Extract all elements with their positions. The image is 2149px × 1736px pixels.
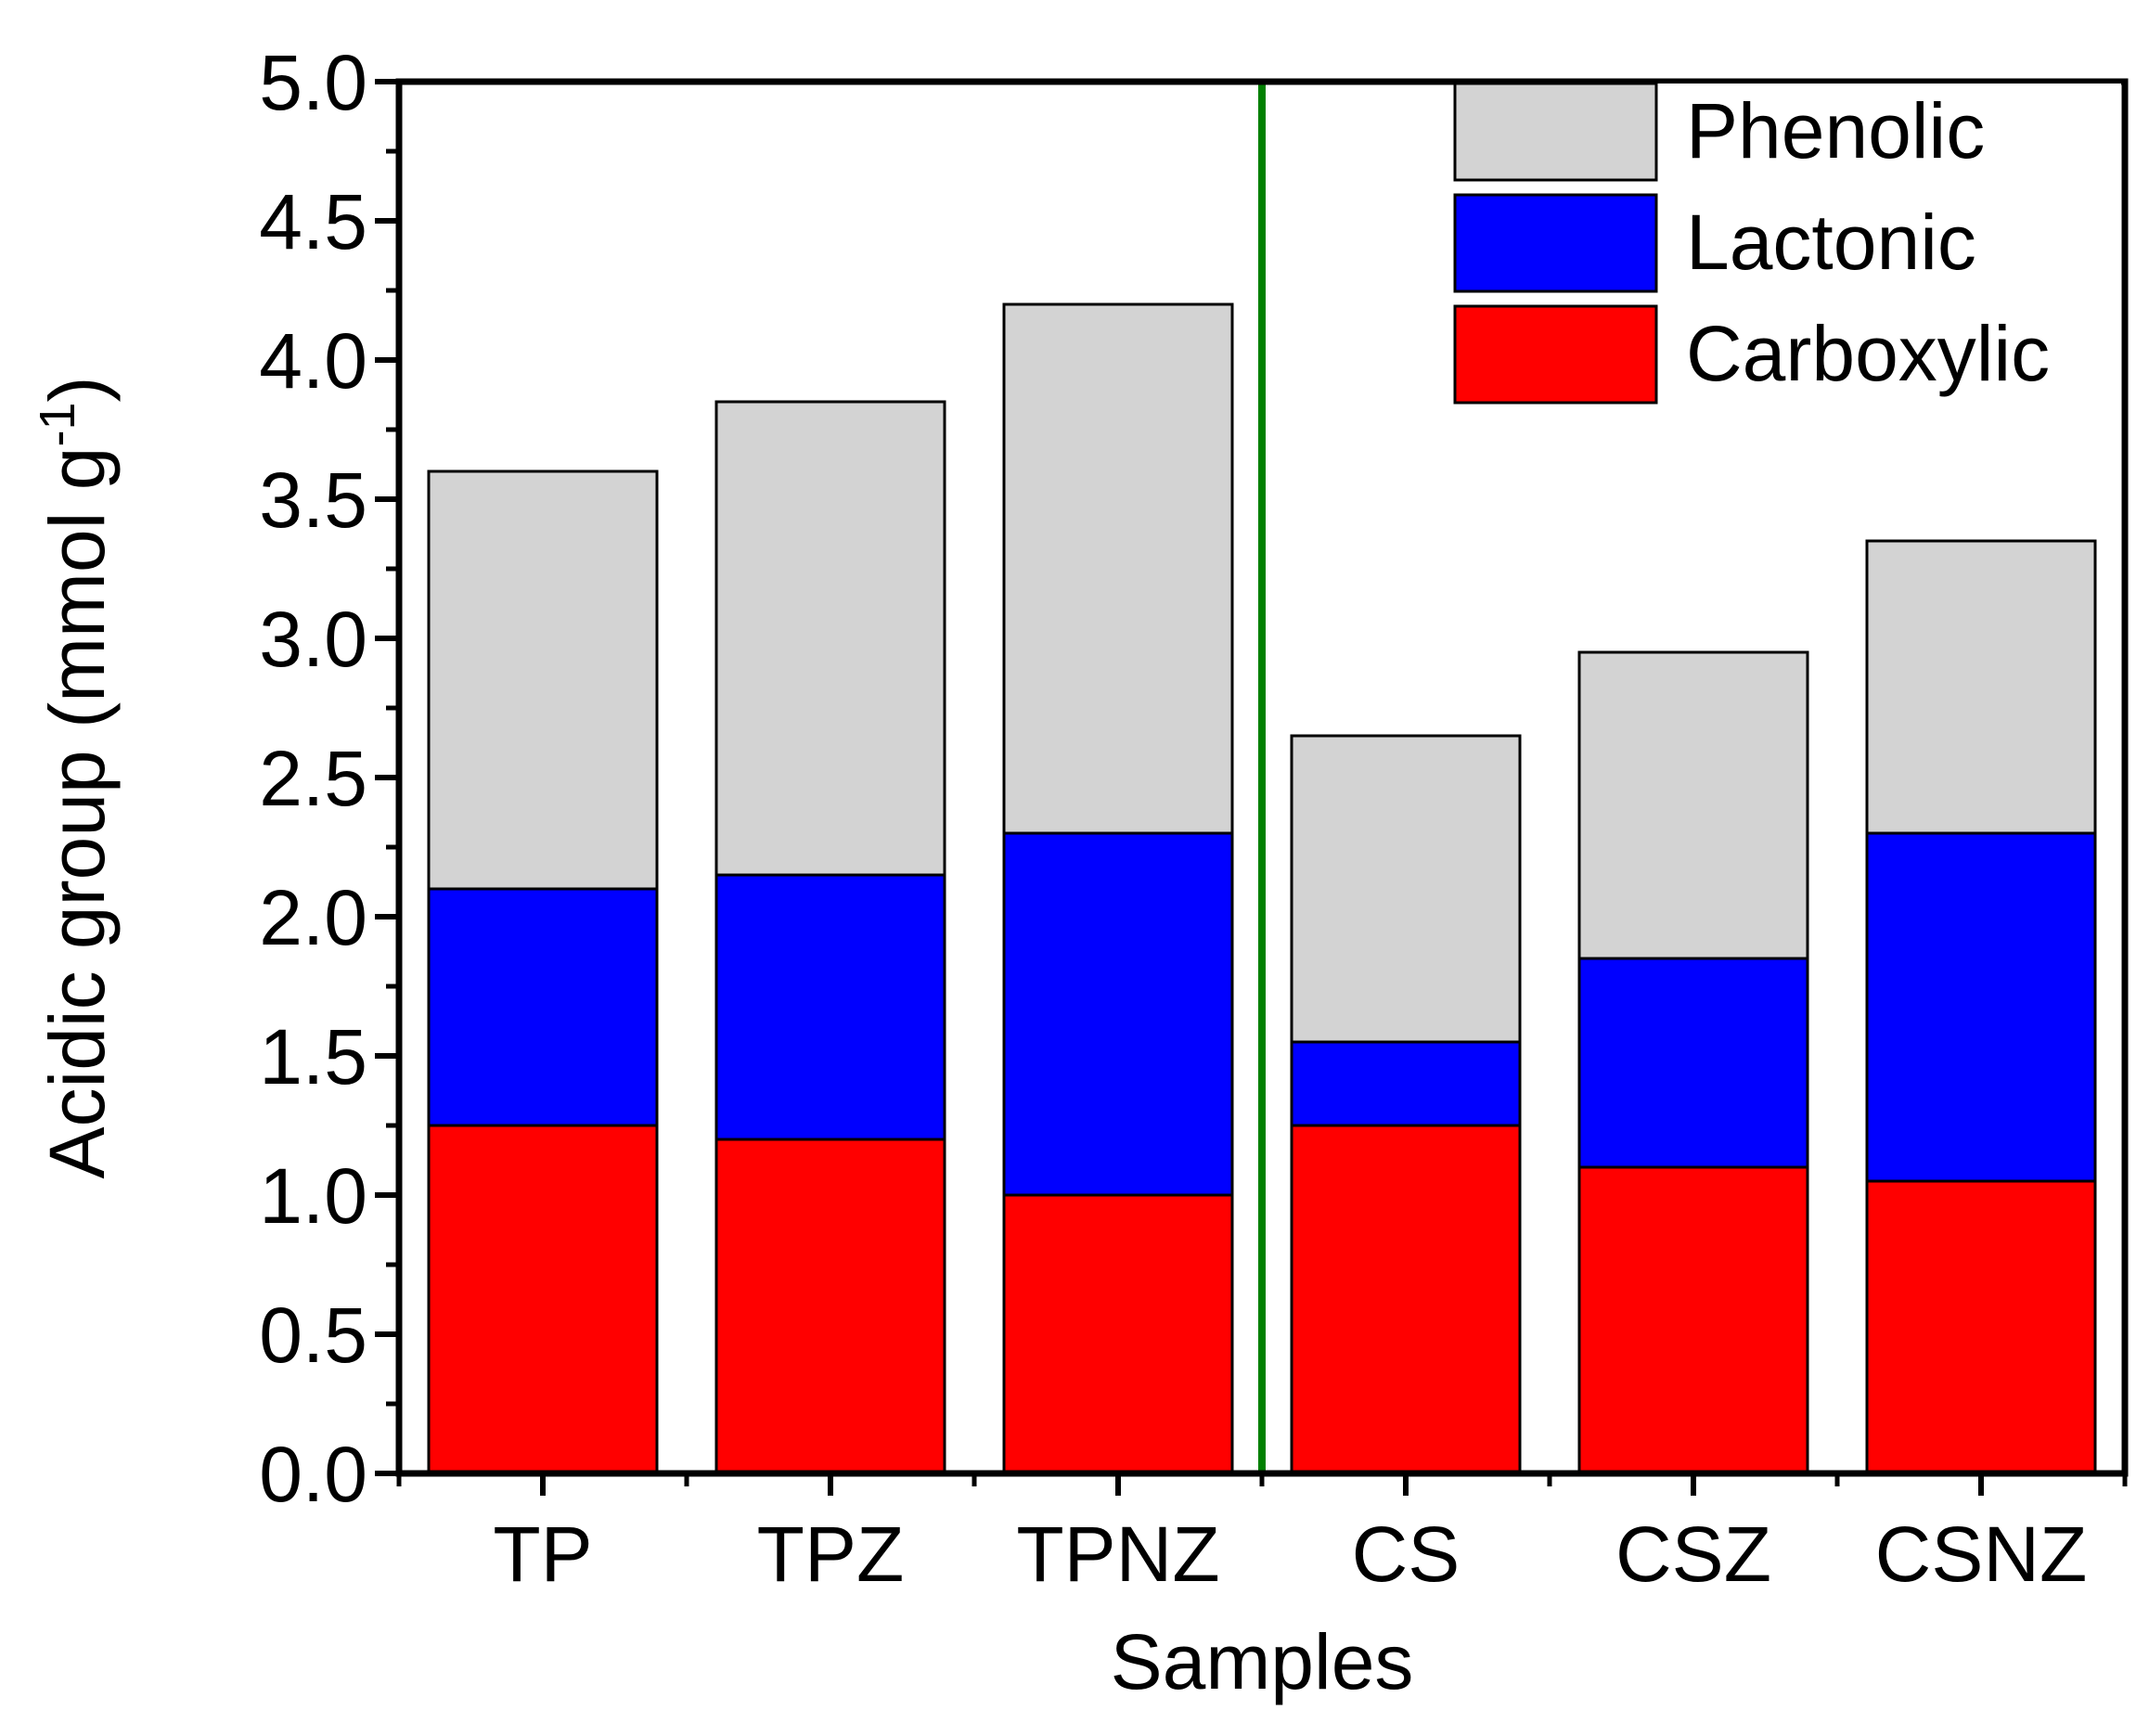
y-tick-label: 4.0	[259, 317, 367, 405]
legend-swatch-lactonic	[1453, 193, 1658, 293]
x-tick-labels: TP TPZ TPNZ CS CSZ CSNZ	[493, 1511, 2087, 1598]
bar-carboxylic-tpz	[714, 1138, 946, 1475]
bar-phenolic-tpz	[714, 400, 946, 877]
bar-phenolic-tp	[427, 469, 659, 891]
bar-carboxylic-cs	[1290, 1124, 1522, 1475]
y-tick-label: 5.0	[259, 39, 367, 126]
y-tick-label: 3.0	[259, 596, 367, 683]
y-tick-label: 4.5	[259, 178, 367, 265]
x-tick-label: CSNZ	[1875, 1511, 2088, 1598]
bar-phenolic-tpnz	[1002, 302, 1234, 835]
legend-label-carboxylic: Carboxylic	[1686, 310, 2050, 397]
x-tick-label: TP	[493, 1511, 592, 1598]
bar-carboxylic-csz	[1577, 1165, 1809, 1475]
y-tick-label: 2.5	[259, 735, 367, 822]
x-tick-label: TPNZ	[1016, 1511, 1219, 1598]
bars	[427, 302, 2097, 1475]
bar-phenolic-cs	[1290, 734, 1522, 1044]
legend: Phenolic Lactonic Carboxylic	[1453, 82, 2121, 418]
legend-swatch-carboxylic	[1453, 304, 1658, 405]
bar-lactonic-csnz	[1865, 831, 2097, 1183]
y-tick-label: 1.5	[259, 1013, 367, 1100]
bar-lactonic-cs	[1290, 1040, 1522, 1127]
y-tick-label: 1.0	[259, 1152, 367, 1240]
legend-label-lactonic: Lactonic	[1686, 199, 1976, 286]
bar-lactonic-tpnz	[1002, 831, 1234, 1197]
y-tick-labels: 0.0 0.5 1.0 1.5 2.0 2.5 3.0 3.5 4.0 4.5 5.0	[259, 39, 367, 1518]
y-tick-label: 0.0	[259, 1431, 367, 1518]
x-axis-title: Samples	[1111, 1618, 1414, 1705]
bar-lactonic-tpz	[714, 873, 946, 1141]
bar-carboxylic-tpnz	[1002, 1193, 1234, 1475]
y-axis-title-close: )	[33, 377, 121, 403]
legend-label-phenolic: Phenolic	[1686, 87, 1985, 174]
y-axis-title-main: Acidic group (mmol g	[33, 447, 121, 1179]
bar-phenolic-csnz	[1865, 539, 2097, 835]
bar-carboxylic-csnz	[1865, 1179, 2097, 1475]
x-tick-label: CSZ	[1615, 1511, 1771, 1598]
bar-lactonic-csz	[1577, 957, 1809, 1169]
bar-phenolic-csz	[1577, 650, 1809, 960]
y-tick-label: 3.5	[259, 457, 367, 544]
major-ticks	[375, 79, 1984, 1496]
bar-carboxylic-tp	[427, 1124, 659, 1475]
y-tick-label: 2.0	[259, 874, 367, 961]
legend-swatch-phenolic	[1453, 82, 1658, 182]
y-axis-title: Acidic group (mmol g-1)	[30, 377, 121, 1179]
plot-frame	[395, 78, 2129, 1477]
x-tick-label: CS	[1352, 1511, 1461, 1598]
y-tick-label: 0.5	[259, 1292, 367, 1379]
y-axis-title-superscript: -1	[30, 403, 85, 447]
x-tick-label: TPZ	[757, 1511, 905, 1598]
bar-lactonic-tp	[427, 887, 659, 1127]
